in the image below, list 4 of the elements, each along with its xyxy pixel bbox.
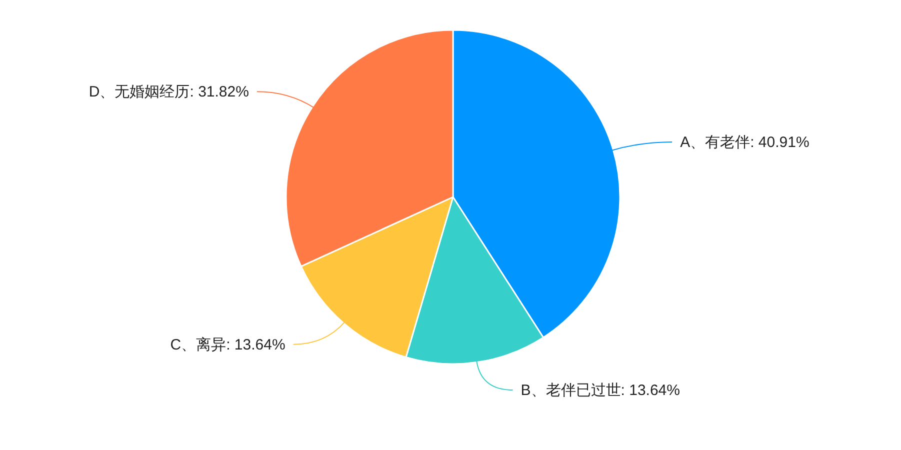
- slice-label: B、老伴已过世: 13.64%: [520, 382, 680, 400]
- slice-label: C、离异: 13.64%: [170, 336, 286, 354]
- slice-label: A、有老伴: 40.91%: [680, 134, 810, 152]
- slice-label: D、无婚姻经历: 31.82%: [88, 84, 249, 101]
